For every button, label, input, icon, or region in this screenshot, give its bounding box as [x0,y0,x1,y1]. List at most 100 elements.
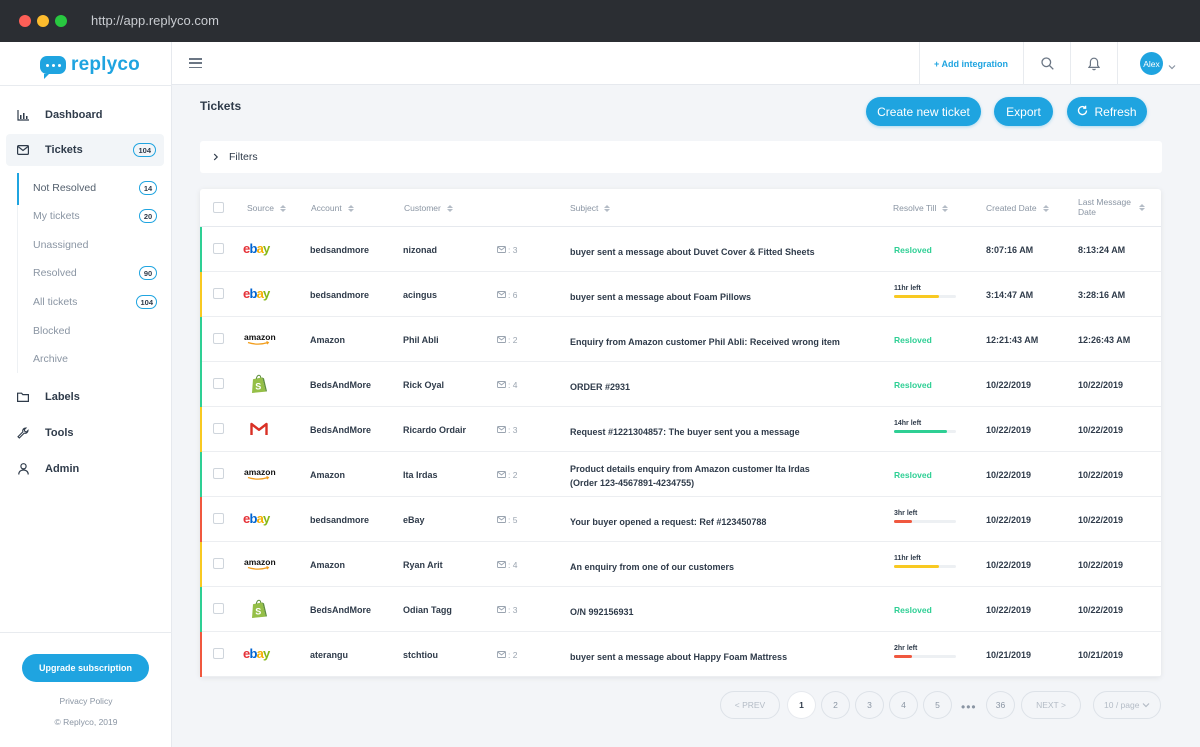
customer-cell[interactable]: Ryan Arit [403,560,443,570]
customer-cell[interactable]: Ita Irdas [403,470,438,480]
sidebar: replyco Dashboard Tickets 104 Not Resolv… [0,42,172,747]
subnav-label: Unassigned [33,239,89,251]
minimize-window-icon[interactable] [37,15,49,27]
last-message-date-cell: 10/22/2019 [1078,605,1124,615]
row-checkbox[interactable] [213,333,224,344]
customer-cell[interactable]: acingus [403,290,438,300]
bell-icon[interactable] [1071,42,1117,85]
subject-cell[interactable]: Product details enquiry from Amazon cust… [570,462,810,490]
column-header-source[interactable]: Source [247,203,286,213]
maximize-window-icon[interactable] [55,15,67,27]
subnav-item-all-tickets[interactable]: All tickets 104 [17,290,163,314]
page-size-select[interactable]: 10 / page [1093,691,1161,719]
table-row[interactable]: amazon Amazon Ita Irdas : 2 Product deta… [200,452,1161,497]
table-row[interactable]: ebay bedsandmore eBay : 5 Your buyer ope… [200,497,1161,542]
chevron-down-icon[interactable] [1168,57,1176,75]
customer-cell[interactable]: Odian Tagg [403,605,452,615]
subject-cell[interactable]: buyer sent a message about Duvet Cover &… [570,245,815,259]
table-row[interactable]: S BedsAndMore Rick Oyal : 4 ORDER #2931 … [200,362,1161,407]
row-checkbox[interactable] [213,468,224,479]
column-header-created-date[interactable]: Created Date [986,203,1049,213]
search-icon[interactable] [1024,42,1070,85]
row-checkbox[interactable] [213,648,224,659]
privacy-policy-link[interactable]: Privacy Policy [59,696,113,706]
table-row[interactable]: S BedsAndMore Odian Tagg : 3 O/N 9921569… [200,587,1161,632]
filters-toggle[interactable]: Filters [200,141,1162,173]
table-row[interactable]: amazon Amazon Ryan Arit : 4 An enquiry f… [200,542,1161,587]
subnav-item-not-resolved[interactable]: Not Resolved 14 [17,176,163,200]
customer-cell[interactable]: stchtiou [403,650,438,660]
priority-stripe [200,587,202,632]
envelope-icon [497,515,506,525]
row-checkbox[interactable] [213,513,224,524]
page-button[interactable]: 1 [787,691,816,719]
more-pages-icon[interactable]: ••• [961,700,977,714]
customer-cell[interactable]: nizonad [403,245,437,255]
column-header-account[interactable]: Account [311,203,354,213]
priority-stripe [200,632,202,677]
page-button[interactable]: 5 [923,691,952,719]
avatar[interactable]: Alex [1140,52,1163,75]
table-row[interactable]: BedsAndMore Ricardo Ordair : 3 Request #… [200,407,1161,452]
customer-cell[interactable]: eBay [403,515,425,525]
upgrade-subscription-button[interactable]: Upgrade subscription [22,654,149,682]
subject-cell[interactable]: ORDER #2931 [570,380,630,394]
time-left-bar [894,520,956,523]
subject-cell[interactable]: buyer sent a message about Foam Pillows [570,290,751,304]
sidebar-item-tickets[interactable]: Tickets 104 [6,134,164,166]
column-header-subject[interactable]: Subject [570,203,611,213]
count-badge: 14 [139,181,157,195]
menu-toggle-icon[interactable] [189,58,202,68]
svg-text:amazon: amazon [244,467,276,477]
subnav-item-my-tickets[interactable]: My tickets 20 [17,204,163,228]
row-checkbox[interactable] [213,378,224,389]
table-row[interactable]: ebay bedsandmore nizonad : 3 buyer sent … [200,227,1161,272]
page-button[interactable]: 2 [821,691,850,719]
close-window-icon[interactable] [19,15,31,27]
subject-cell[interactable]: O/N 992156931 [570,605,634,619]
subject-cell[interactable]: Your buyer opened a request: Ref #123450… [570,515,766,529]
table-row[interactable]: ebay bedsandmore acingus : 6 buyer sent … [200,272,1161,317]
row-checkbox[interactable] [213,558,224,569]
customer-cell[interactable]: Rick Oyal [403,380,445,390]
prev-page-button[interactable]: < PREV [720,691,780,719]
customer-cell[interactable]: Ricardo Ordair [403,425,467,435]
table-row[interactable]: amazon Amazon Phil Abli : 2 Enquiry from… [200,317,1161,362]
refresh-button[interactable]: Refresh [1067,97,1147,126]
row-checkbox[interactable] [213,603,224,614]
page-button[interactable]: 36 [986,691,1015,719]
page-button[interactable]: 3 [855,691,884,719]
subject-cell[interactable]: Request #1221304857: The buyer sent you … [570,425,800,439]
row-checkbox[interactable] [213,423,224,434]
select-all-checkbox[interactable] [213,202,224,213]
create-ticket-button[interactable]: Create new ticket [866,97,981,126]
row-checkbox[interactable] [213,288,224,299]
add-integration-link[interactable]: + Add integration [934,58,1008,69]
subnav-item-resolved[interactable]: Resolved 90 [17,261,163,285]
subnav-item-unassigned[interactable]: Unassigned [17,233,163,257]
subject-cell[interactable]: buyer sent a message about Happy Foam Ma… [570,650,787,664]
sidebar-item-tools[interactable]: Tools [6,417,164,449]
table-row[interactable]: ebay aterangu stchtiou : 2 buyer sent a … [200,632,1161,677]
sidebar-item-labels[interactable]: Labels [6,381,164,413]
sidebar-item-admin[interactable]: Admin [6,453,164,485]
subject-text: buyer sent a message about Happy Foam Ma… [570,652,788,662]
time-left-bar-fill [894,655,912,658]
column-header-resolve-till[interactable]: Resolve Till [893,203,949,213]
row-checkbox[interactable] [213,243,224,254]
column-header-last-message-date[interactable]: Last Message Date [1078,197,1145,217]
customer-cell[interactable]: Phil Abli [403,335,439,345]
page-button[interactable]: 4 [889,691,918,719]
sidebar-item-dashboard[interactable]: Dashboard [6,99,164,131]
export-button[interactable]: Export [994,97,1053,126]
subject-cell[interactable]: Enquiry from Amazon customer Phil Abli: … [570,335,840,349]
logo[interactable]: replyco [40,54,140,79]
subnav-item-archive[interactable]: Archive [17,347,163,371]
subnav-item-blocked[interactable]: Blocked [17,319,163,343]
column-header-customer[interactable]: Customer [404,203,453,213]
address-bar[interactable]: http://app.replyco.com [91,13,219,28]
next-page-button[interactable]: NEXT > [1021,691,1081,719]
created-date-cell: 3:14:47 AM [986,290,1034,300]
column-label-line: Last Message [1078,197,1131,207]
subject-cell[interactable]: An enquiry from one of our customers [570,560,734,574]
